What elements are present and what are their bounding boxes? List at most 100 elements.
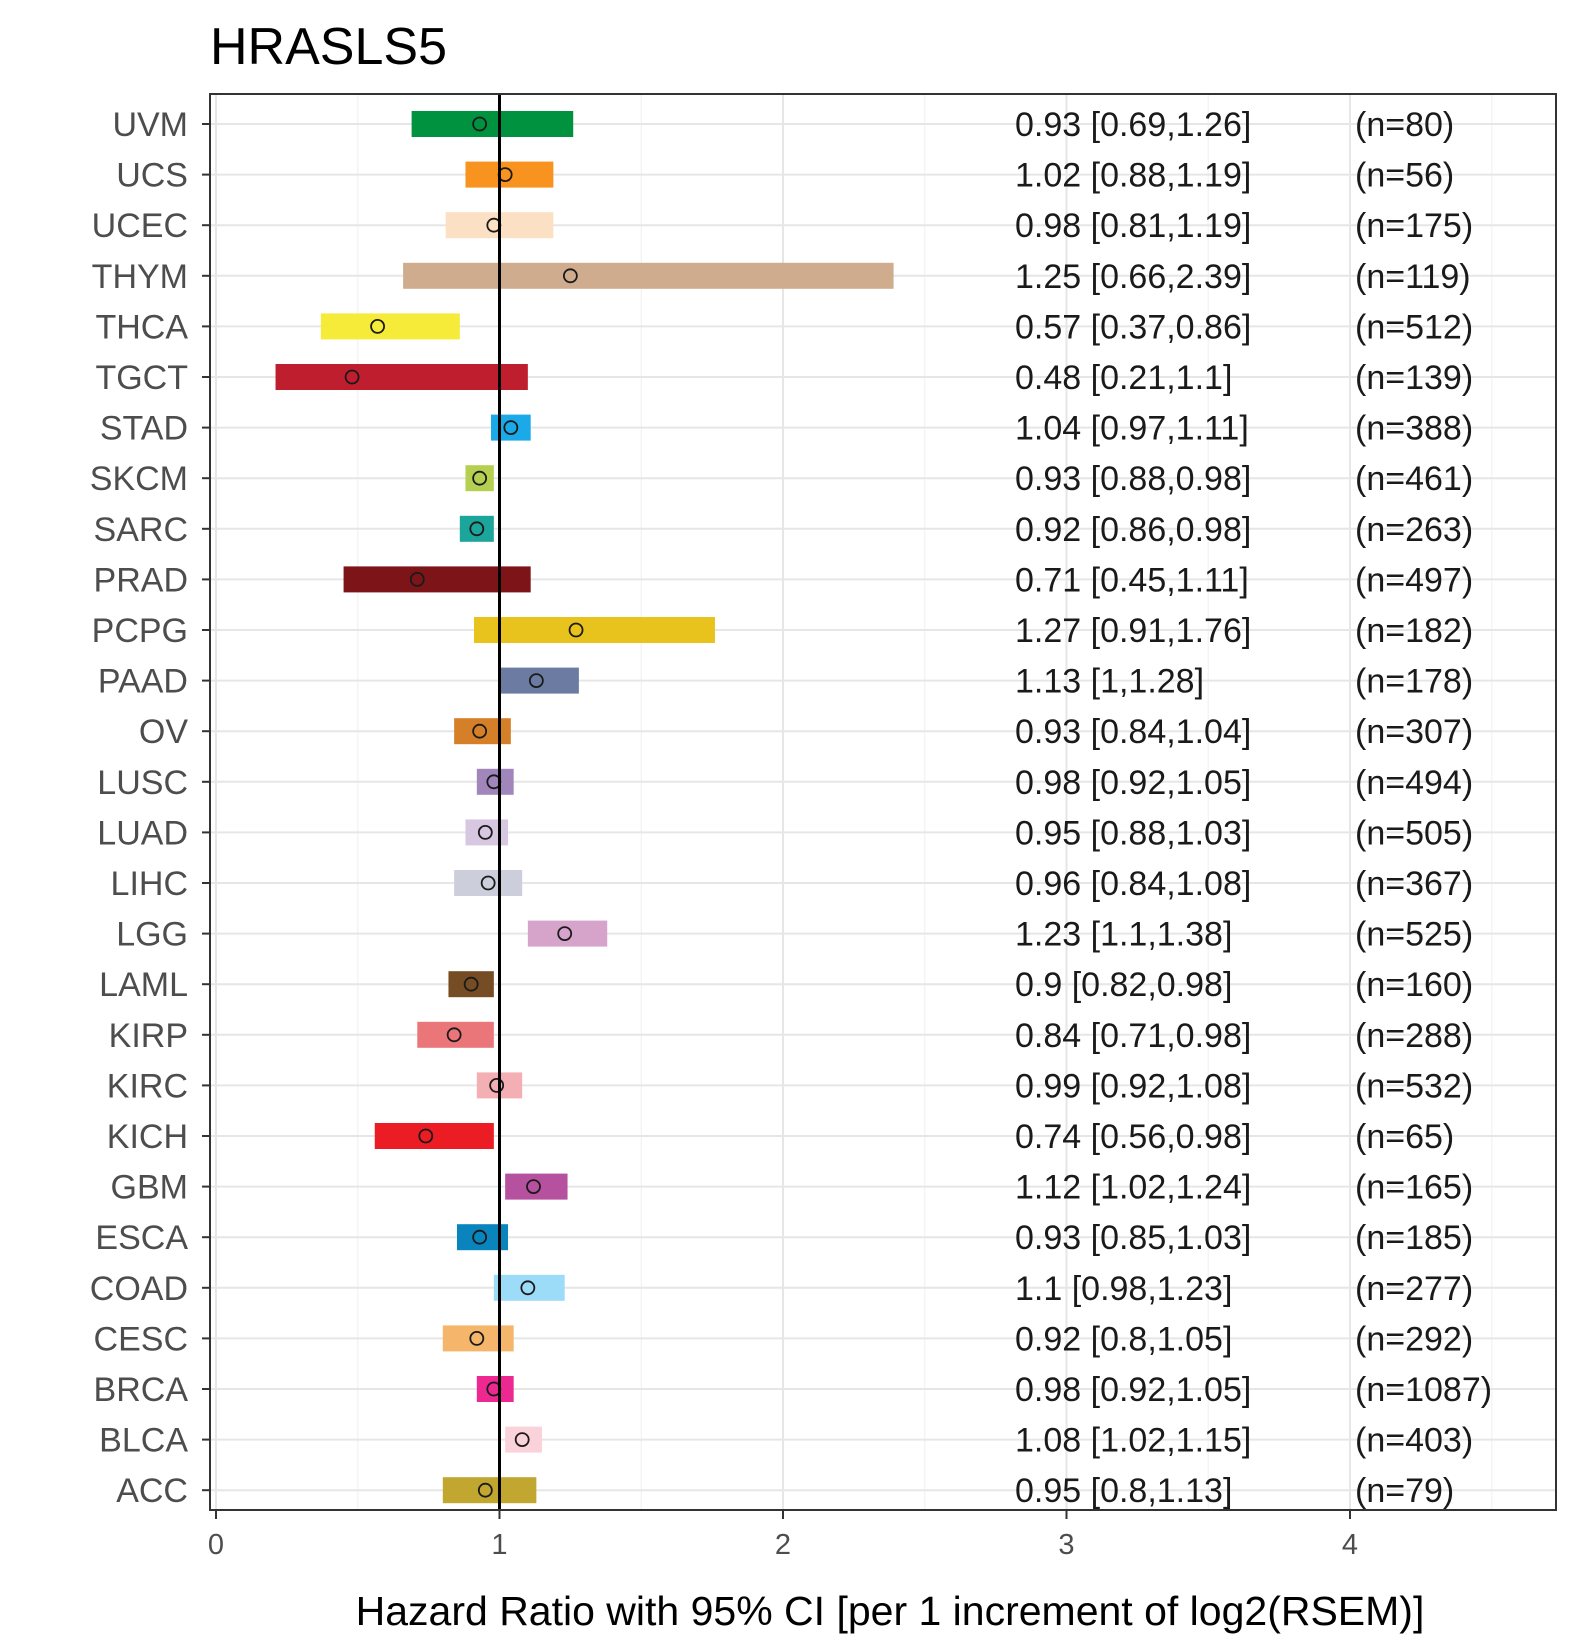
hr-ci-label: 0.71 [0.45,1.11] — [1015, 561, 1249, 599]
x-tick-label: 1 — [491, 1529, 507, 1561]
ci-bar — [411, 111, 574, 137]
sample-size-label: (n=139) — [1355, 359, 1473, 397]
hr-point — [477, 825, 493, 840]
sample-size-label: (n=160) — [1355, 966, 1473, 1004]
hr-ci-label: 1.23 [1.1,1.38] — [1015, 916, 1232, 954]
x-tick-label: 2 — [775, 1529, 791, 1561]
sample-size-label: (n=80) — [1355, 106, 1454, 144]
category-label: SKCM — [90, 460, 188, 498]
hr-ci-label: 0.95 [0.88,1.03] — [1015, 814, 1251, 852]
ci-bar — [465, 161, 554, 188]
hr-ci-label: 1.25 [0.66,2.39] — [1015, 258, 1251, 296]
hr-ci-label: 0.95 [0.8,1.13] — [1015, 1472, 1232, 1510]
hr-ci-label: 0.98 [0.81,1.19] — [1015, 207, 1251, 245]
category-label: PAAD — [98, 663, 188, 701]
sample-size-label: (n=182) — [1355, 612, 1473, 650]
hr-point — [520, 1280, 536, 1296]
sample-size-label: (n=175) — [1355, 207, 1473, 245]
hr-point — [528, 673, 544, 688]
ci-bar — [320, 313, 460, 340]
hr-point — [472, 723, 488, 739]
panel-border — [209, 93, 1557, 1511]
hr-ci-label: 0.74 [0.56,0.98] — [1015, 1118, 1251, 1156]
sample-size-label: (n=1087) — [1355, 1371, 1492, 1409]
hr-ci-label: 0.9 [0.82,0.98] — [1015, 966, 1232, 1004]
hr-ci-label: 0.93 [0.85,1.03] — [1015, 1219, 1251, 1257]
hr-ci-label: 1.27 [0.91,1.76] — [1015, 612, 1251, 650]
hr-ci-label: 1.04 [0.97,1.11] — [1015, 410, 1249, 448]
sample-size-label: (n=178) — [1355, 663, 1473, 701]
hr-ci-label: 0.92 [0.86,0.98] — [1015, 511, 1251, 549]
hr-point — [469, 1331, 485, 1346]
hr-point — [463, 976, 479, 992]
category-label: PRAD — [94, 561, 188, 599]
sample-size-label: (n=505) — [1355, 814, 1473, 852]
hr-point — [472, 1229, 488, 1245]
sample-size-label: (n=388) — [1355, 410, 1473, 448]
ci-bar — [476, 1376, 514, 1402]
hr-point — [472, 116, 488, 132]
hr-point — [409, 572, 425, 587]
sample-size-label: (n=367) — [1355, 865, 1473, 903]
hr-point — [446, 1027, 462, 1043]
category-label: THCA — [95, 308, 188, 346]
category-label: LUSC — [97, 764, 188, 802]
category-label: KIRC — [107, 1067, 188, 1105]
x-tick-label: 4 — [1342, 1529, 1358, 1561]
hr-ci-label: 0.84 [0.71,0.98] — [1015, 1017, 1251, 1055]
ci-bar — [374, 1123, 494, 1149]
category-label: LUAD — [97, 814, 188, 852]
ci-bar — [343, 566, 531, 593]
ci-bar — [403, 262, 894, 289]
hr-ci-label: 1.12 [1.02,1.24] — [1015, 1169, 1251, 1207]
sample-size-label: (n=263) — [1355, 511, 1473, 549]
sample-size-label: (n=79) — [1355, 1472, 1454, 1510]
hr-point — [514, 1432, 530, 1447]
category-label: CESC — [94, 1320, 188, 1358]
sample-size-label: (n=185) — [1355, 1219, 1473, 1257]
y-axis: UVM UCS UCEC THYM THCA TGCT STAD SKCM SARC PRAD PC… — [90, 106, 210, 1510]
sample-size-label: (n=277) — [1355, 1270, 1473, 1308]
hr-point — [472, 470, 488, 486]
hr-ci-label: 0.96 [0.84,1.08] — [1015, 865, 1251, 903]
ci-bar — [476, 768, 514, 795]
sample-size-label: (n=512) — [1355, 308, 1473, 346]
ci-bar — [448, 971, 494, 998]
hr-labels: 0.93 [0.69,1.26] (n=80) 1.02 [0.88,1.19] (n… — [1015, 106, 1492, 1510]
sample-size-label: (n=307) — [1355, 713, 1473, 751]
ci-bar — [490, 414, 531, 441]
ci-bar — [505, 1173, 568, 1200]
hr-ci-label: 0.98 [0.92,1.05] — [1015, 764, 1251, 802]
ci-bar — [493, 1274, 565, 1301]
hr-point — [480, 875, 496, 891]
hr-ci-label: 0.92 [0.8,1.05] — [1015, 1320, 1232, 1358]
x-axis: 0 1 2 3 4 — [208, 1510, 1358, 1561]
category-label: THYM — [92, 258, 188, 296]
hr-ci-label: 0.98 [0.92,1.05] — [1015, 1371, 1251, 1409]
hr-point — [370, 318, 385, 334]
hr-ci-label: 0.93 [0.84,1.04] — [1015, 713, 1251, 751]
category-label: TGCT — [95, 359, 188, 397]
category-label: BRCA — [94, 1371, 189, 1409]
category-label: SARC — [94, 511, 188, 549]
ci-bar — [417, 1021, 494, 1048]
category-label: GBM — [111, 1169, 188, 1207]
x-tick-label: 3 — [1058, 1529, 1074, 1561]
ci-bar — [442, 1477, 537, 1504]
category-label: PCPG — [92, 612, 188, 650]
ci-bar — [442, 1325, 514, 1352]
ci-bar — [454, 870, 523, 896]
category-label: UCS — [116, 157, 188, 195]
category-label: UCEC — [92, 207, 188, 245]
x-axis-label: Hazard Ratio with 95% CI [per 1 incremen… — [356, 1588, 1425, 1634]
category-label: LGG — [116, 916, 188, 954]
category-label: BLCA — [99, 1422, 188, 1460]
hr-ci-label: 1.1 [0.98,1.23] — [1015, 1270, 1232, 1308]
sample-size-label: (n=56) — [1355, 157, 1454, 195]
hr-point — [557, 926, 573, 941]
ci-bar — [499, 667, 579, 694]
x-tick-label: 0 — [208, 1529, 224, 1561]
hr-ci-label: 1.13 [1,1.28] — [1015, 663, 1204, 701]
sample-size-label: (n=532) — [1355, 1067, 1473, 1105]
